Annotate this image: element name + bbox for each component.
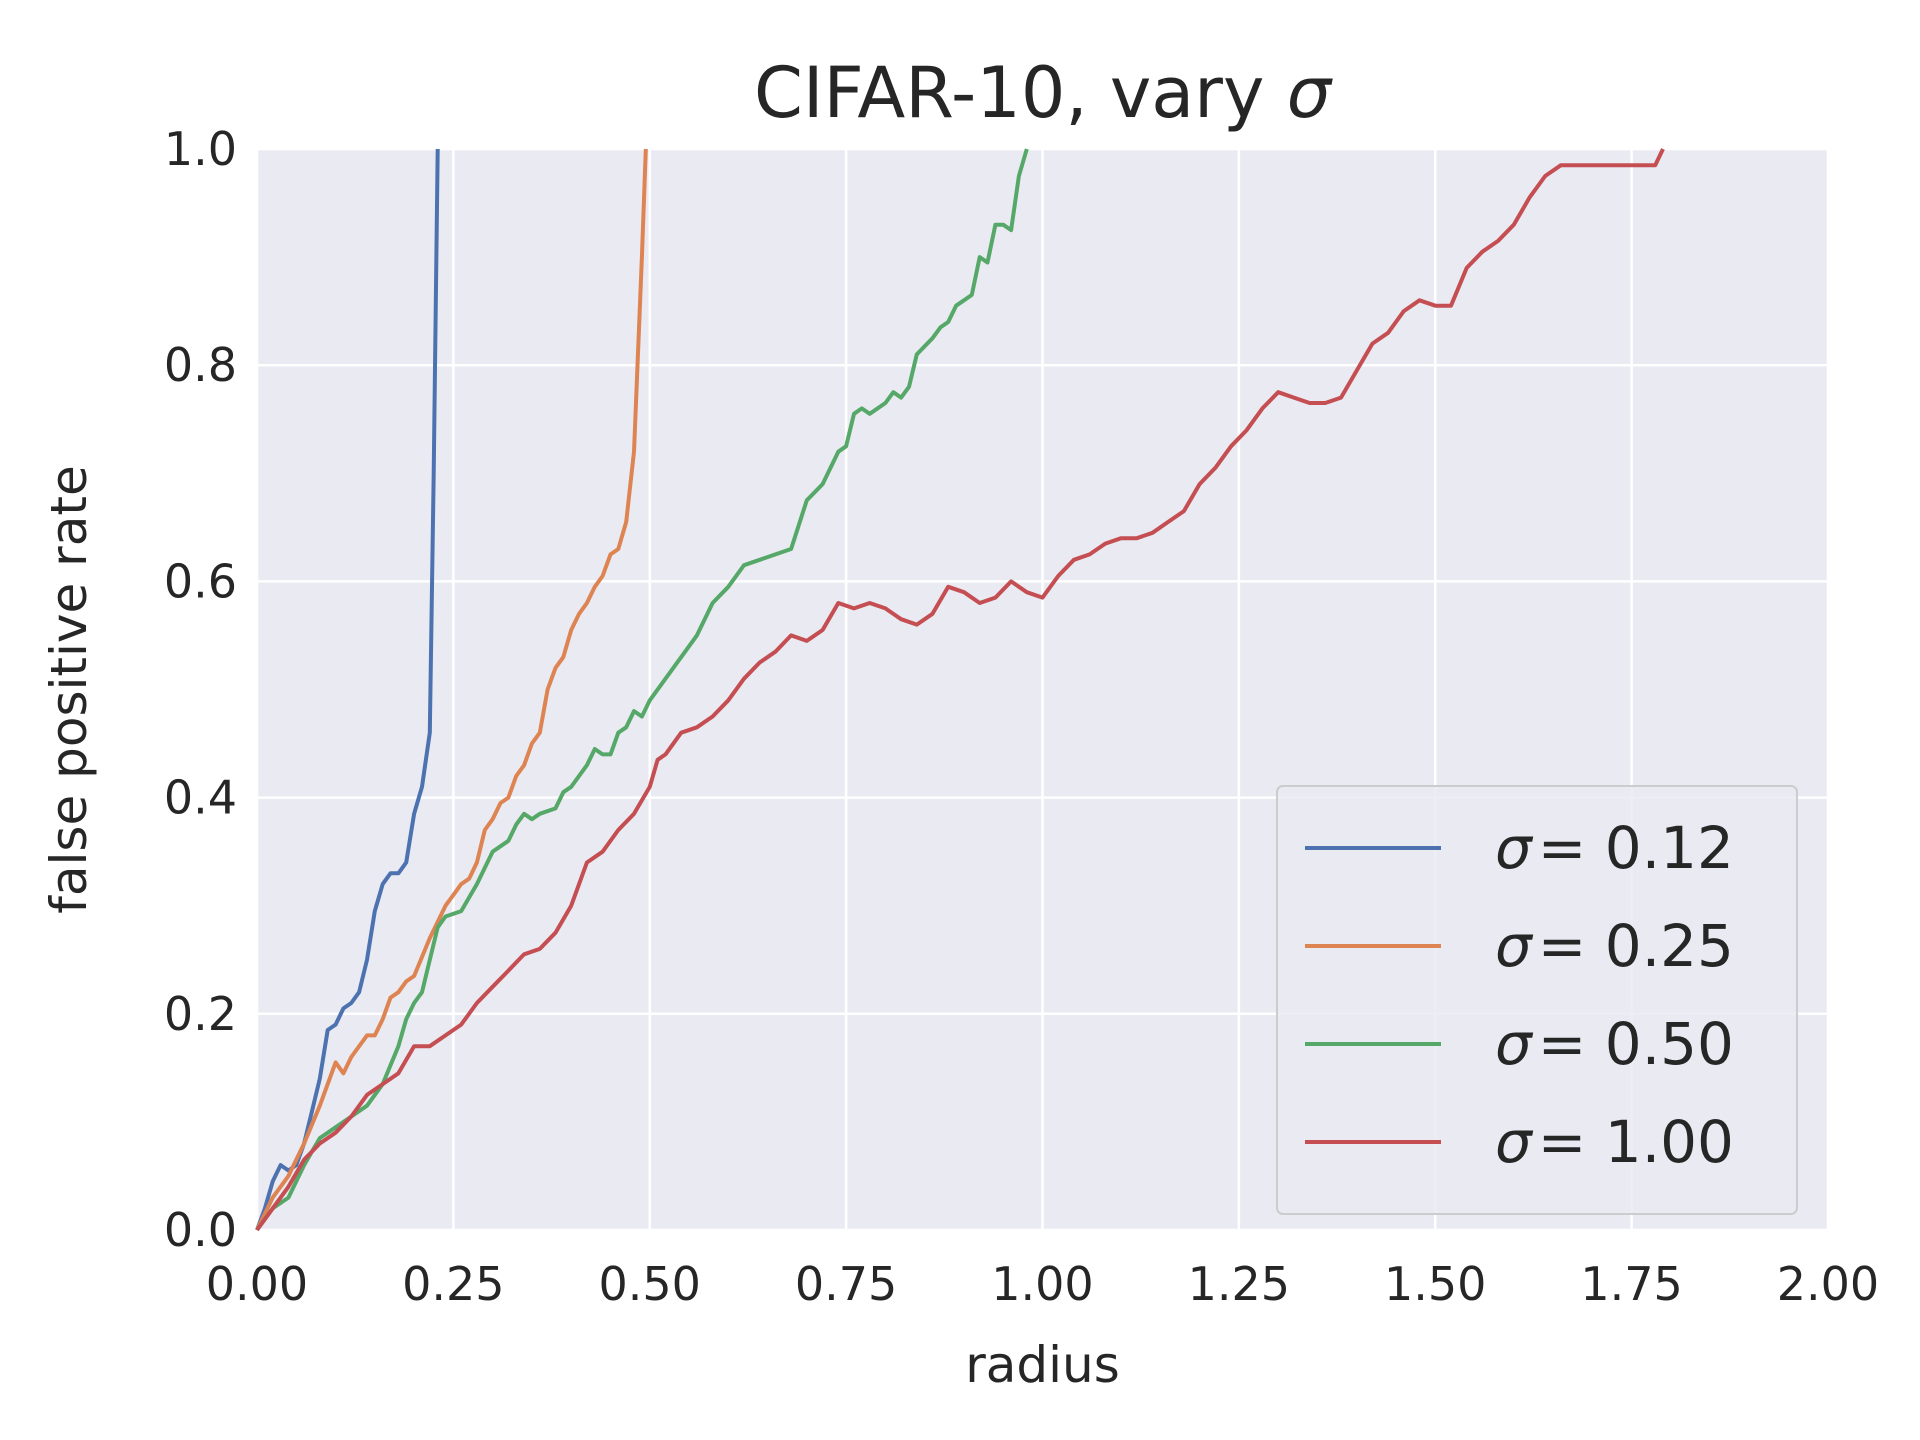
legend-value: = 0.50 <box>1538 1010 1734 1078</box>
series-line-4 <box>255 148 1665 1232</box>
x-tick-label: 2.00 <box>1777 1257 1879 1311</box>
series-line-2 <box>255 148 648 1231</box>
y-axis-label: false positive rate <box>40 465 98 913</box>
x-axis-ticks: 0.00 0.25 0.50 0.75 1.00 1.25 1.50 1.75 2.00 <box>206 1257 1879 1311</box>
y-tick-label: 0.0 <box>164 1203 237 1257</box>
legend-symbol: σ <box>1495 1010 1534 1078</box>
legend-symbol: σ <box>1495 814 1534 882</box>
chart-title-symbol: σ <box>1287 52 1334 134</box>
x-tick-label: 0.25 <box>402 1257 504 1311</box>
y-axis-ticks: 0.0 0.2 0.4 0.6 0.8 1.0 <box>164 122 237 1257</box>
legend-symbol: σ <box>1495 912 1534 980</box>
legend-label-4: σ = 1.00 <box>1495 1108 1734 1176</box>
x-tick-label: 0.00 <box>206 1257 308 1311</box>
legend-label-3: σ = 0.50 <box>1495 1010 1734 1078</box>
legend: σ = 0.12σ = 0.25σ = 0.50σ = 1.00 <box>1276 785 1798 1215</box>
y-tick-label: 0.2 <box>164 987 237 1041</box>
legend-label-1: σ = 0.12 <box>1495 814 1734 882</box>
series-line-1 <box>255 148 440 1231</box>
x-tick-label: 1.00 <box>991 1257 1093 1311</box>
y-tick-label: 0.4 <box>164 771 237 825</box>
legend-symbol: σ <box>1495 1108 1534 1176</box>
chart-title-text: CIFAR-10, vary <box>754 52 1287 134</box>
x-tick-label: 0.50 <box>599 1257 701 1311</box>
x-tick-label: 1.25 <box>1188 1257 1290 1311</box>
legend-value: = 1.00 <box>1538 1108 1734 1176</box>
y-tick-label: 0.8 <box>164 338 237 392</box>
chart-title: CIFAR-10, vary σ <box>754 52 1334 134</box>
y-tick-label: 1.0 <box>164 122 237 176</box>
legend-box <box>1276 785 1798 1215</box>
legend-value: = 0.25 <box>1538 912 1734 980</box>
x-tick-label: 0.75 <box>795 1257 897 1311</box>
legend-label-2: σ = 0.25 <box>1495 912 1734 980</box>
x-axis-label: radius <box>965 1336 1120 1394</box>
x-tick-label: 1.75 <box>1580 1257 1682 1311</box>
legend-value: = 0.12 <box>1538 814 1734 882</box>
x-tick-label: 1.50 <box>1384 1257 1486 1311</box>
series-line-3 <box>255 148 1029 1232</box>
series-lines <box>255 148 1665 1232</box>
y-tick-label: 0.6 <box>164 554 237 608</box>
